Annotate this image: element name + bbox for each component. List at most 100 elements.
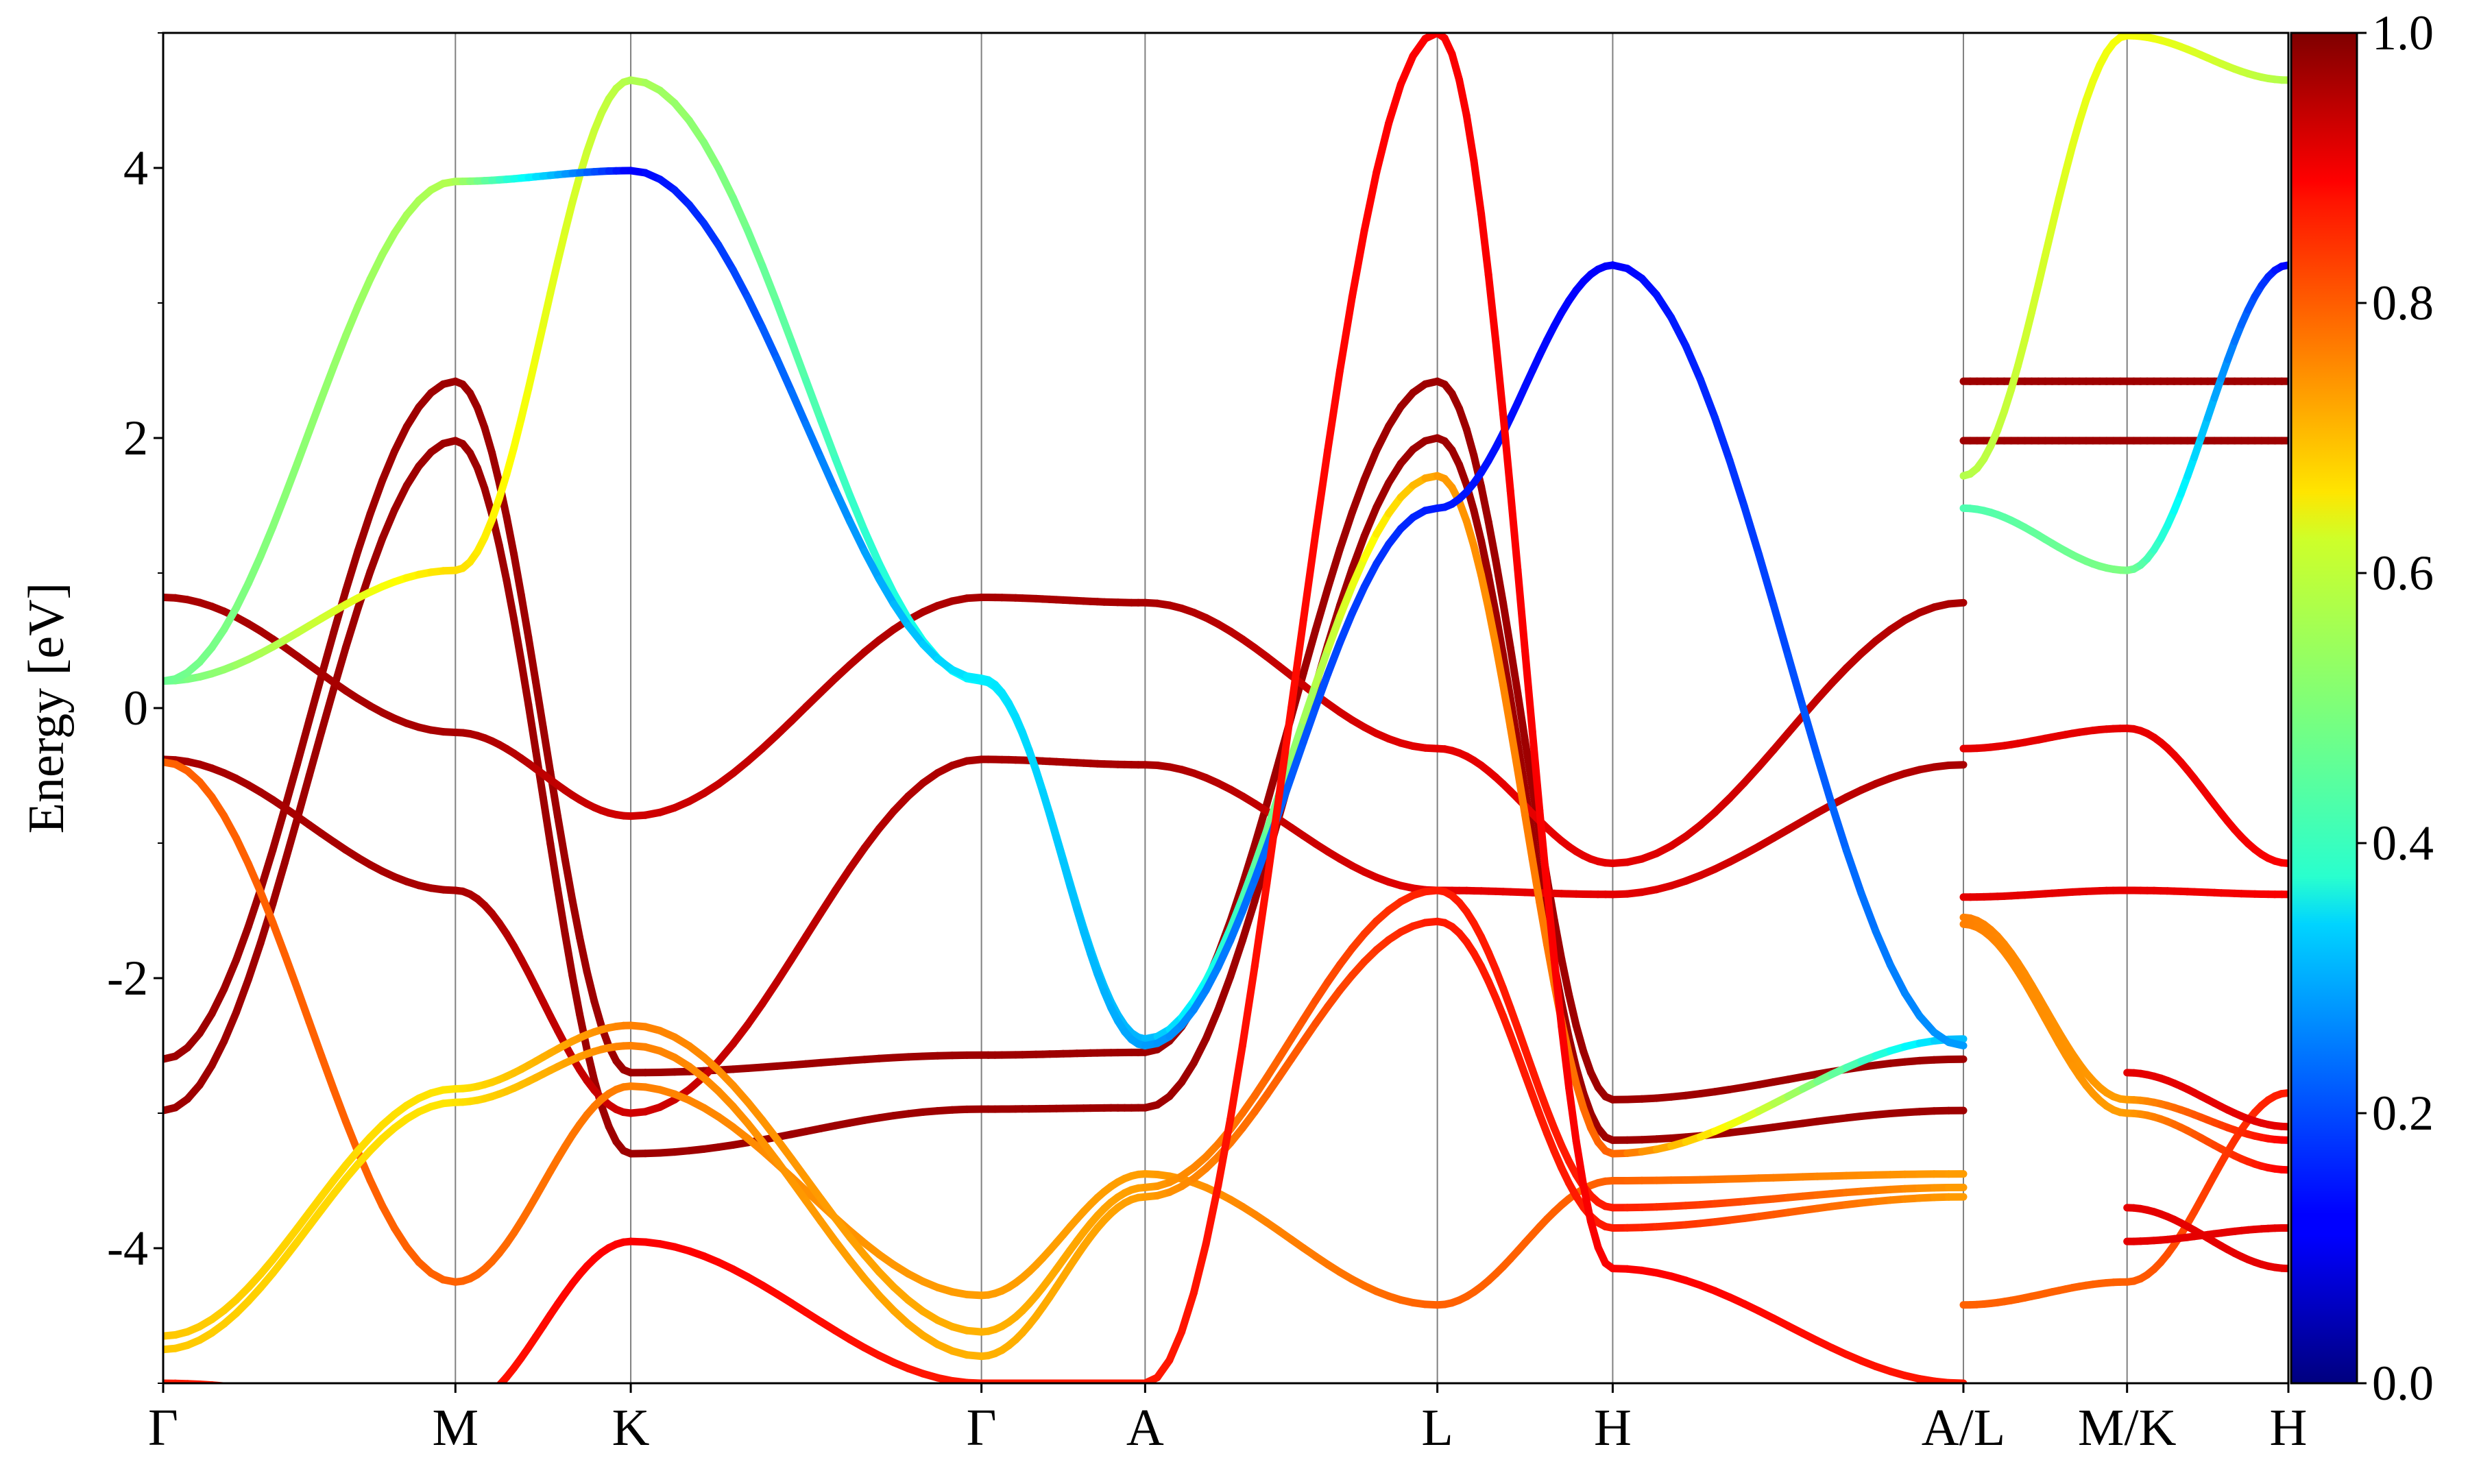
band-segment — [309, 1397, 322, 1399]
band-segment — [1744, 506, 1758, 555]
band-segment — [273, 923, 285, 955]
band-segment — [1788, 655, 1802, 706]
band-segment — [370, 1405, 383, 1407]
kpoint-label: H — [2270, 1399, 2308, 1457]
band-segment — [1194, 1244, 1206, 1293]
band-segment — [718, 245, 733, 269]
band-segment — [322, 633, 334, 676]
band-segment — [1364, 564, 1377, 587]
band-segment — [419, 1409, 431, 1410]
kpoint-label: M — [433, 1399, 479, 1457]
band-segment — [1686, 346, 1700, 380]
y-tick-label: 2 — [123, 411, 148, 465]
band-segment — [1481, 214, 1489, 275]
band-segment — [492, 1385, 500, 1393]
band-segment — [565, 203, 572, 232]
band-segment — [1569, 995, 1577, 1025]
band-segment — [1182, 1293, 1194, 1332]
band-segment — [309, 732, 322, 776]
kpoint-label: M/K — [2078, 1399, 2177, 1457]
band-segment — [1231, 1046, 1243, 1119]
band-segment — [309, 399, 322, 432]
band-segment — [1949, 1043, 1963, 1046]
band-segment — [273, 1391, 285, 1393]
band-segment — [572, 975, 580, 1014]
band-segment — [1316, 589, 1328, 631]
band-segment — [1231, 940, 1243, 977]
band-segment — [748, 230, 762, 265]
band-3 — [163, 598, 1963, 864]
band-segment — [1389, 84, 1401, 123]
band-segment — [1352, 480, 1364, 513]
band-segment — [212, 1385, 224, 1387]
band-segment — [334, 1089, 346, 1121]
band-segment — [1340, 297, 1353, 370]
band-segment — [1364, 450, 1377, 479]
band-segment — [248, 1389, 261, 1390]
band-segment — [514, 554, 522, 594]
kpoint-label: A — [1126, 1399, 1164, 1457]
band-segment — [2018, 340, 2025, 366]
band-segment — [543, 293, 551, 326]
band-segment — [565, 934, 572, 975]
band-segment — [850, 848, 864, 868]
band-segment — [1206, 1010, 1218, 1038]
colorbar-tick-label: 0.4 — [2372, 816, 2434, 871]
band-segment — [521, 389, 529, 419]
band-segment — [1328, 549, 1340, 589]
band-segment — [1460, 80, 1467, 116]
band-segment — [792, 391, 806, 424]
band-segment — [285, 1394, 298, 1396]
band-segment — [395, 485, 407, 510]
band-segment — [1242, 966, 1255, 1046]
band-segment — [514, 619, 522, 661]
y-tick-label: 4 — [123, 141, 148, 195]
band-segment — [551, 844, 558, 890]
band-segment — [1474, 160, 1481, 214]
band-segment — [1170, 1332, 1182, 1360]
band-segment — [1352, 231, 1364, 297]
band-segment — [836, 868, 850, 890]
band-segment — [297, 720, 309, 765]
band-segment — [733, 270, 747, 297]
band-segment — [1949, 603, 1963, 604]
band-segment — [358, 279, 370, 306]
band-segment — [777, 358, 791, 391]
band-segment — [514, 419, 522, 448]
band-segment — [383, 451, 395, 481]
kpoint-label: L — [1421, 1399, 1453, 1457]
band-15 — [1963, 265, 2288, 570]
band-segment — [1466, 430, 1474, 456]
band-segment — [558, 890, 566, 934]
band-segment — [261, 527, 273, 557]
band-segment — [1715, 418, 1730, 461]
band-12 — [1963, 890, 2288, 897]
band-segment — [285, 764, 298, 807]
band-segment — [748, 1004, 762, 1025]
band-segment — [507, 517, 514, 555]
band-4 — [163, 759, 1963, 1113]
band-segment — [1452, 54, 1460, 80]
band-segment — [1194, 1038, 1206, 1063]
band-segment — [212, 1041, 224, 1066]
band-segment — [762, 982, 777, 1004]
band-segment — [1759, 555, 1774, 605]
band-6 — [163, 171, 1963, 1046]
band-segment — [1364, 173, 1377, 231]
band-segment — [821, 420, 835, 459]
band-segment — [370, 254, 383, 279]
band-segment — [395, 1407, 407, 1409]
band-segment — [1481, 487, 1489, 522]
band-segment — [1377, 123, 1389, 173]
band-2 — [163, 438, 1963, 1154]
band-segment — [248, 556, 261, 583]
band-segment — [2031, 284, 2038, 313]
band-segment — [224, 816, 237, 838]
band-segment — [1488, 275, 1496, 342]
band-segment — [704, 223, 718, 245]
band-segment — [370, 1180, 383, 1206]
band-segment — [285, 819, 298, 862]
band-segment — [358, 1404, 370, 1405]
band-segment — [224, 960, 237, 989]
band-segment — [261, 1390, 273, 1391]
